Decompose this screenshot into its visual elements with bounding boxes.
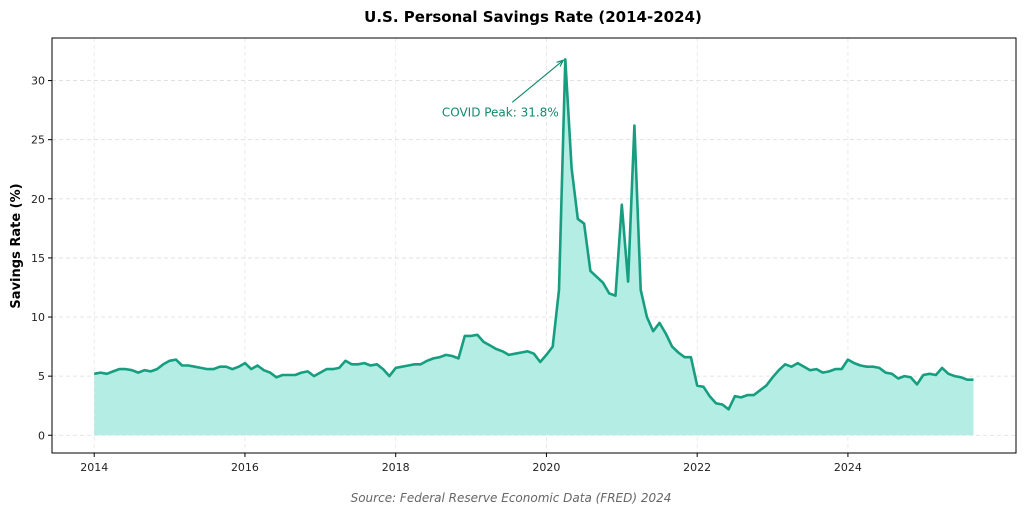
y-tick-label: 10 [31,311,45,324]
y-tick-label: 30 [31,75,45,88]
y-tick-label: 5 [38,370,45,383]
x-tick-label: 2022 [683,461,711,474]
x-tick-label: 2014 [80,461,108,474]
annotation-label: COVID Peak: 31.8% [442,105,559,119]
source-note: Source: Federal Reserve Economic Data (F… [351,491,672,505]
y-tick-label: 20 [31,193,45,206]
area-fill [94,59,974,436]
x-tick-label: 2020 [532,461,560,474]
x-tick-label: 2018 [382,461,410,474]
x-tick-label: 2024 [834,461,862,474]
plot-frame [51,37,1017,454]
x-tick-label: 2016 [231,461,259,474]
y-axis-label: Savings Rate (%) [9,183,24,308]
annotation-arrowhead [556,59,565,67]
y-tick-label: 0 [38,429,45,442]
series-line [93,58,974,411]
y-tick-label: 15 [31,252,45,265]
y-tick-label: 25 [31,134,45,147]
annotation-arrow [511,59,564,103]
chart-title: U.S. Personal Savings Rate (2014-2024) [364,8,702,26]
